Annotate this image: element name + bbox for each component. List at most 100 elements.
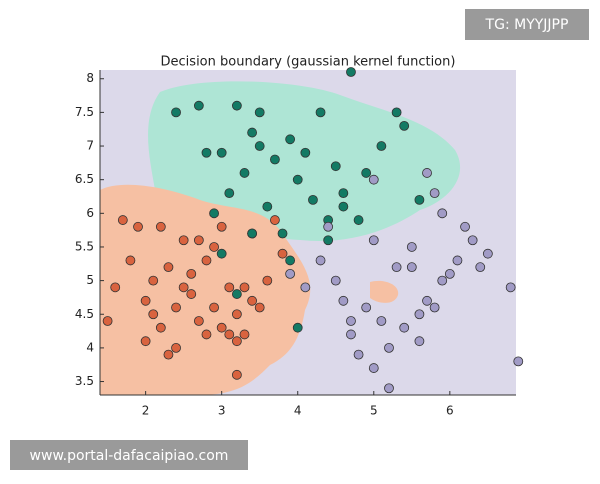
- point: [262, 275, 273, 286]
- watermark-box: [10, 440, 248, 470]
- point: [361, 302, 372, 313]
- point: [231, 309, 242, 320]
- point: [163, 262, 174, 273]
- y-tick-label: 6: [86, 206, 94, 220]
- point: [414, 309, 425, 320]
- point: [163, 349, 174, 360]
- point: [406, 262, 417, 273]
- point: [231, 336, 242, 347]
- points: [102, 67, 524, 394]
- y-tick-label: 7: [86, 139, 94, 153]
- point: [277, 228, 288, 239]
- point: [330, 161, 341, 172]
- point: [300, 282, 311, 293]
- point: [376, 316, 387, 326]
- point: [315, 107, 326, 118]
- y-tick-label: 6.5: [75, 172, 94, 186]
- point: [247, 127, 258, 138]
- y-tick-label: 7.5: [75, 105, 94, 119]
- point: [201, 255, 212, 266]
- point: [323, 221, 334, 232]
- point: [422, 168, 432, 178]
- point: [247, 295, 258, 306]
- point: [292, 174, 303, 185]
- point: [513, 356, 524, 367]
- point: [315, 255, 326, 266]
- region-teal: [148, 81, 461, 241]
- point: [338, 188, 349, 199]
- point: [346, 316, 356, 326]
- point: [361, 168, 372, 178]
- point: [429, 188, 440, 199]
- y-tick-label: 4.5: [75, 307, 94, 321]
- x-tick-label: 5: [370, 404, 378, 418]
- region-orange: [100, 184, 311, 395]
- point: [308, 194, 318, 205]
- point: [148, 275, 159, 286]
- point: [216, 248, 227, 259]
- point: [254, 107, 265, 118]
- point: [338, 295, 349, 306]
- point: [140, 336, 151, 347]
- point: [277, 248, 288, 259]
- point: [216, 322, 227, 333]
- point: [239, 282, 250, 293]
- point: [270, 215, 280, 225]
- point: [193, 316, 204, 326]
- x-tick-label: 4: [294, 404, 302, 418]
- point: [323, 235, 334, 246]
- watermark: www.portal-dafacaipiao.com: [30, 448, 229, 464]
- point: [391, 107, 402, 118]
- x-tick-label: 3: [218, 404, 226, 418]
- point: [125, 255, 136, 266]
- point: [384, 342, 394, 353]
- point: [201, 147, 212, 158]
- point: [209, 242, 219, 252]
- y-tick-label: 8: [86, 71, 94, 85]
- point: [148, 309, 159, 320]
- point: [384, 383, 394, 394]
- point: [346, 67, 356, 77]
- point: [460, 221, 470, 232]
- point: [224, 329, 235, 340]
- point: [285, 268, 296, 279]
- point: [231, 100, 242, 111]
- point: [193, 235, 204, 246]
- point: [429, 302, 440, 313]
- point: [155, 221, 166, 232]
- point: [140, 295, 151, 306]
- point: [368, 174, 379, 185]
- point: [368, 363, 379, 373]
- point: [285, 255, 296, 266]
- point: [201, 329, 212, 340]
- point: [209, 208, 219, 219]
- point: [414, 336, 425, 347]
- point: [353, 349, 364, 360]
- point: [399, 120, 410, 131]
- point: [330, 275, 341, 286]
- point: [376, 141, 387, 151]
- point: [209, 302, 219, 313]
- x-tick-label: 6: [446, 404, 454, 418]
- watermark-box: [465, 9, 589, 40]
- point: [193, 100, 204, 111]
- x-tick-label: 2: [142, 404, 150, 418]
- point: [353, 215, 364, 225]
- point: [254, 141, 265, 151]
- point: [186, 289, 197, 299]
- region-orange: [370, 280, 399, 303]
- point: [254, 302, 265, 313]
- point: [224, 188, 235, 199]
- point: [171, 342, 181, 353]
- point: [452, 255, 463, 266]
- point: [262, 201, 273, 212]
- point: [224, 282, 235, 293]
- point: [178, 282, 189, 293]
- point: [422, 295, 432, 306]
- point: [216, 221, 227, 232]
- y-tick-label: 4: [86, 340, 94, 354]
- point: [117, 215, 128, 225]
- point: [231, 289, 242, 299]
